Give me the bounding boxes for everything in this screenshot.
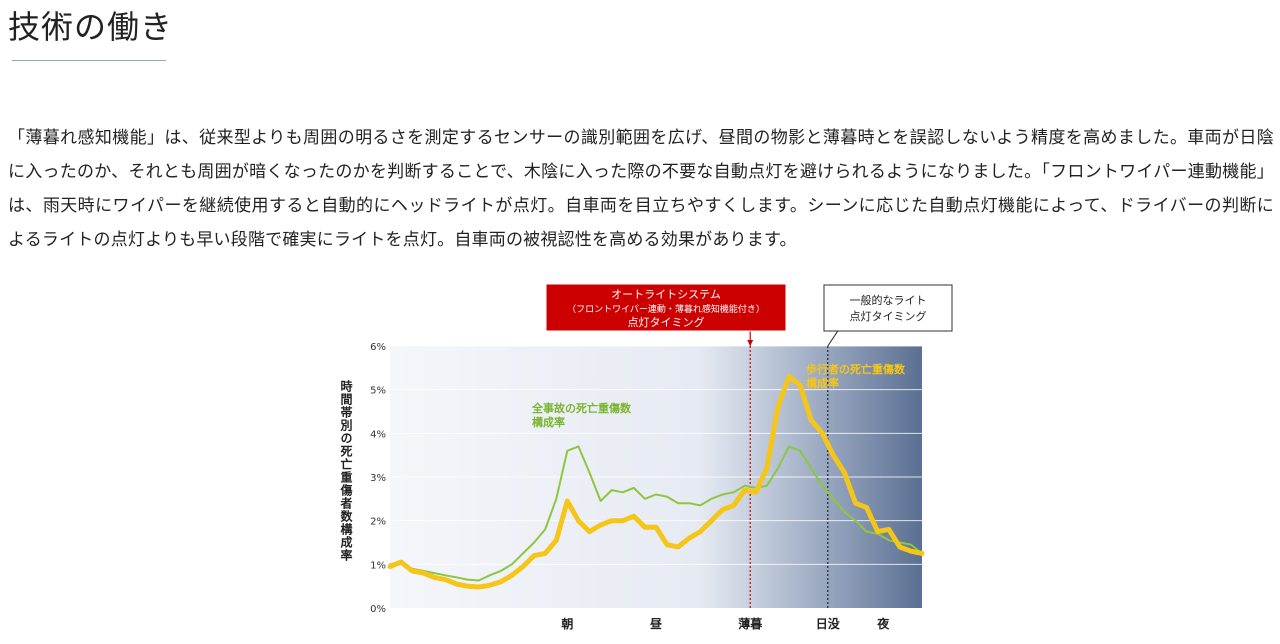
chart-svg: 0% 1% 2% 3% 4% 5% 6% 朝 昼 薄暮 日没 夜 時間帯別の死亡重傷者数構成率 全事… xyxy=(339,283,953,631)
general-line1: 一般的なライト xyxy=(850,293,927,307)
general-line2: 点灯タイミング xyxy=(850,309,927,323)
autolight-arrow xyxy=(747,340,754,346)
series-label-pedestrian: 歩行者の死亡重傷数 構成率 xyxy=(806,362,906,390)
x-tick-label: 薄暮 xyxy=(738,616,763,631)
series-line-all-accidents xyxy=(389,445,923,582)
title-underline xyxy=(12,60,166,61)
gridlines xyxy=(390,345,922,565)
section-title: 技術の働き xyxy=(8,8,174,46)
series-label-all-line2: 構成率 xyxy=(532,415,565,429)
y-tick-label: 1% xyxy=(370,560,386,571)
x-tick-label: 日没 xyxy=(816,616,841,631)
autolight-line2: （フロントワイパー連動・薄暮れ感知機能付き） xyxy=(567,303,765,315)
y-tick-label: 0% xyxy=(370,604,386,615)
general-leader-line xyxy=(827,330,839,347)
series-label-all-accidents: 全事故の死亡重傷数 構成率 xyxy=(531,401,632,429)
x-tick-label: 朝 xyxy=(561,616,573,631)
y-tick-label: 4% xyxy=(370,429,386,440)
series-label-ped-line1: 歩行者の死亡重傷数 xyxy=(806,362,906,376)
y-tick-label: 2% xyxy=(370,517,386,528)
autolight-callout: オートライトシステム （フロントワイパー連動・薄暮れ感知機能付き） 点灯タイミン… xyxy=(545,283,787,332)
series-label-ped-line2: 構成率 xyxy=(806,376,839,390)
y-tick-label: 3% xyxy=(370,473,386,484)
timing-lines xyxy=(747,330,839,608)
general-light-callout: 一般的なライト 点灯タイミング xyxy=(823,284,953,332)
x-axis-ticks: 朝 昼 薄暮 日没 夜 xyxy=(561,616,890,631)
general-callout-box xyxy=(823,284,953,332)
y-tick-label: 5% xyxy=(370,386,386,397)
y-axis-label: 時間帯別の死亡重傷者数構成率 xyxy=(339,379,353,562)
y-axis-ticks: 0% 1% 2% 3% 4% 5% 6% xyxy=(370,342,386,615)
chart-figure: 0% 1% 2% 3% 4% 5% 6% 朝 昼 薄暮 日没 夜 時間帯別の死亡重傷者数構成率 全事… xyxy=(330,280,960,640)
series-label-all-line1: 全事故の死亡重傷数 xyxy=(531,401,632,415)
autolight-line1: オートライトシステム xyxy=(611,288,721,301)
y-tick-label: 6% xyxy=(370,342,386,353)
autolight-callout-box xyxy=(545,283,787,332)
x-tick-label: 昼 xyxy=(649,616,663,631)
series-line-pedestrian xyxy=(387,374,925,590)
series-lines xyxy=(387,374,925,590)
autolight-line3: 点灯タイミング xyxy=(628,315,705,329)
description-paragraph: 「薄暮れ感知機能」は、従来型よりも周囲の明るさを測定するセンサーの識別範囲を広げ… xyxy=(8,128,1274,250)
x-tick-label: 夜 xyxy=(876,616,890,631)
